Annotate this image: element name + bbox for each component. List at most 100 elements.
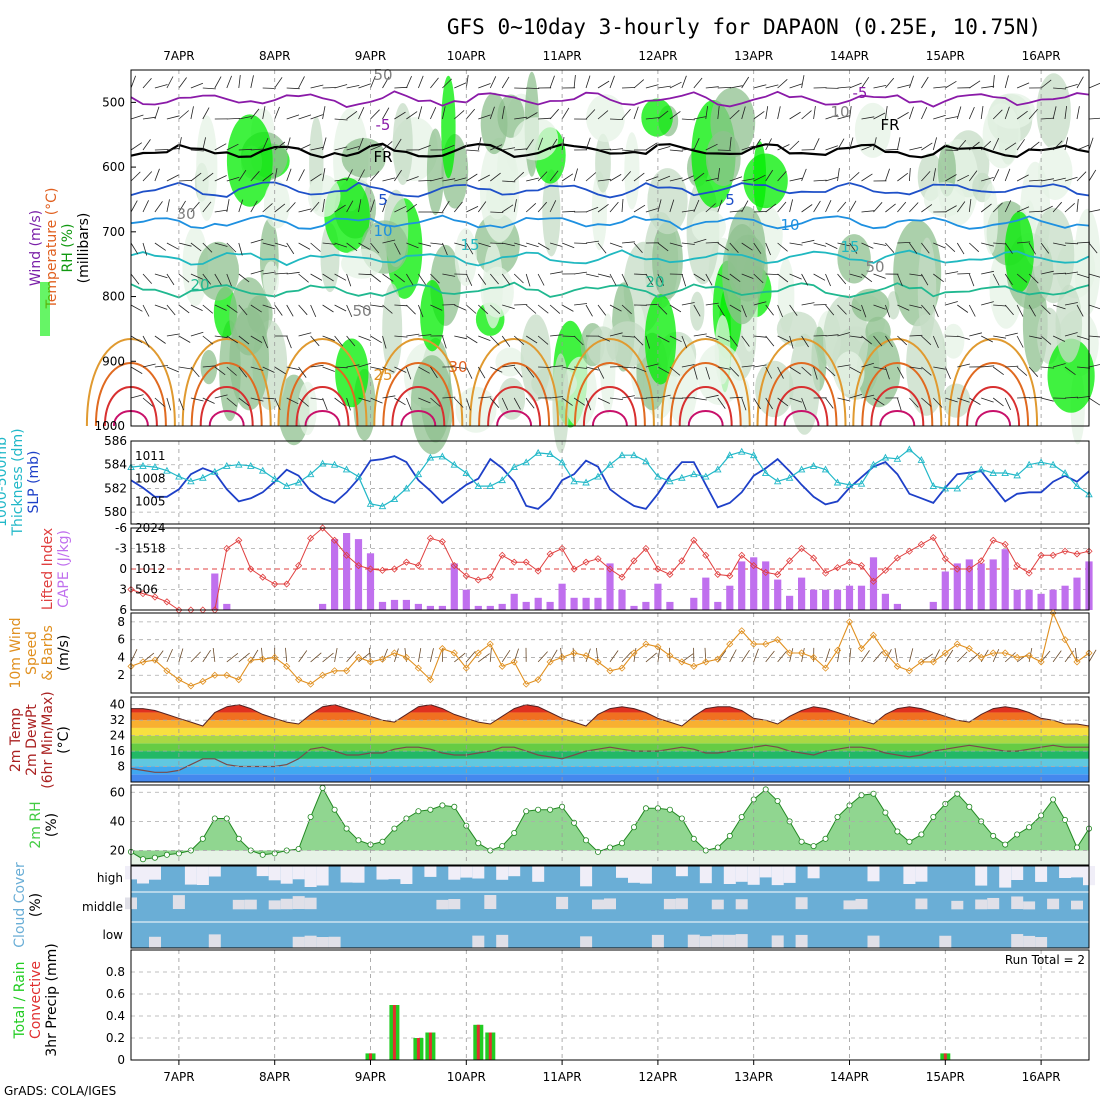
cape-bar: [319, 603, 327, 610]
lifted-index-marker: [498, 551, 506, 559]
wind-barb: [418, 106, 423, 120]
wind-barb: [214, 242, 228, 247]
rh-shade-blob: [542, 169, 561, 257]
rh-marker: [511, 830, 518, 837]
cape-bar: [343, 533, 351, 610]
surface-wind-barb: [334, 648, 338, 662]
cloud-clear-middle: [556, 896, 569, 910]
wind-barb: [837, 397, 851, 402]
temp-contour-dome: [591, 410, 628, 427]
rh-shade-blob: [426, 128, 444, 216]
rh-marker: [822, 835, 829, 842]
wind-barb: [1028, 366, 1039, 377]
wind-barb: [993, 304, 1007, 307]
wind-barb: [406, 176, 419, 182]
wind-barb: [358, 242, 370, 250]
surface-wind-barb: [944, 649, 954, 663]
lifted-index-marker: [989, 536, 997, 544]
wind-barb: [274, 397, 281, 410]
rh-marker: [331, 806, 338, 813]
wind-barb: [502, 147, 516, 151]
cloud-clear-low: [304, 935, 317, 948]
wind-barb: [897, 242, 911, 244]
contour-label: FR: [373, 148, 392, 166]
wind-barb: [1028, 108, 1038, 120]
wind-barb: [801, 110, 812, 120]
wind-barb: [921, 304, 931, 315]
wind-barb: [262, 335, 269, 349]
cape-bar: [833, 589, 842, 610]
contour-label: 25: [373, 366, 392, 384]
wind-speed-marker: [582, 652, 590, 660]
wind-barb: [1004, 75, 1009, 89]
wind-barb: [454, 304, 467, 311]
wind-barb: [178, 200, 186, 213]
cloud-clear-low: [580, 936, 593, 949]
thickness-marker: [845, 480, 854, 488]
wind-barb: [885, 77, 895, 89]
rh-marker: [714, 844, 721, 851]
wind-barb: [705, 394, 719, 399]
cape-bar: [462, 589, 470, 610]
wind-barb: [262, 137, 269, 151]
temp-band: [131, 727, 1089, 736]
cloud-clear-middle: [987, 897, 1000, 910]
wind-barb: [418, 397, 431, 404]
wind-barb: [585, 109, 596, 120]
cloud-clear-middle: [592, 899, 604, 910]
wind-barb: [190, 242, 202, 252]
wind-barb: [310, 273, 323, 281]
wind-barb: [178, 77, 187, 89]
wind-speed-marker: [845, 618, 854, 626]
lifted-index-marker: [366, 565, 375, 573]
wind-barb: [382, 141, 393, 151]
cloud-clear-low: [149, 936, 161, 948]
rh-marker: [199, 835, 206, 842]
wind-speed-marker: [414, 664, 422, 672]
upper-ylabel: Wind (m/s): [28, 210, 44, 286]
cape-bar: [594, 597, 602, 610]
wind-barb: [322, 199, 325, 213]
wind-barb: [1004, 168, 1011, 182]
wind-barb: [286, 335, 292, 349]
lifted-index-marker: [977, 557, 985, 565]
temp-ylabel-group: 2m Temp 2m DewPt (6hr Min/Max) (°C): [8, 691, 72, 788]
wind-barb: [214, 76, 222, 89]
wind-barb: [729, 210, 743, 213]
wind-speed-marker: [989, 649, 997, 657]
wind-barb: [933, 366, 947, 370]
rh-marker: [858, 792, 865, 799]
wind-barb: [609, 332, 623, 337]
wind-barb: [693, 199, 700, 213]
temp-frame: [130, 696, 1090, 783]
wind-barb: [250, 171, 260, 182]
wind-barb: [813, 242, 827, 247]
wind-barb: [693, 273, 706, 282]
wind-barb: [705, 335, 719, 340]
cape-bar: [438, 605, 446, 610]
wind-barb: [262, 242, 276, 247]
wind-barb: [430, 273, 440, 284]
wind-barb: [502, 242, 515, 247]
surface-wind-barb: [849, 647, 852, 662]
surface-wind-barb: [298, 650, 308, 663]
date-label-top: 10APR: [447, 49, 486, 63]
wind-barb: [465, 242, 474, 255]
wind-barb: [681, 242, 695, 245]
lifted-index-marker: [893, 554, 901, 562]
thickness-marker: [342, 465, 351, 473]
wind-barb: [1064, 366, 1076, 376]
wind-barb: [537, 242, 550, 250]
wind-barb: [286, 304, 294, 317]
cloud-ylabel: (%): [28, 893, 44, 917]
temp-ylabel: (6hr Min/Max): [40, 691, 56, 788]
rh-shade-blob: [1074, 208, 1100, 315]
wind-barb: [154, 106, 160, 120]
cloud-clear-low: [651, 934, 664, 948]
rh-marker: [259, 851, 266, 858]
wind-barb: [465, 273, 473, 286]
wind-barb: [142, 171, 153, 182]
wind-barb: [513, 335, 525, 345]
thickness-marker: [606, 460, 614, 468]
wind-barb: [310, 304, 317, 318]
